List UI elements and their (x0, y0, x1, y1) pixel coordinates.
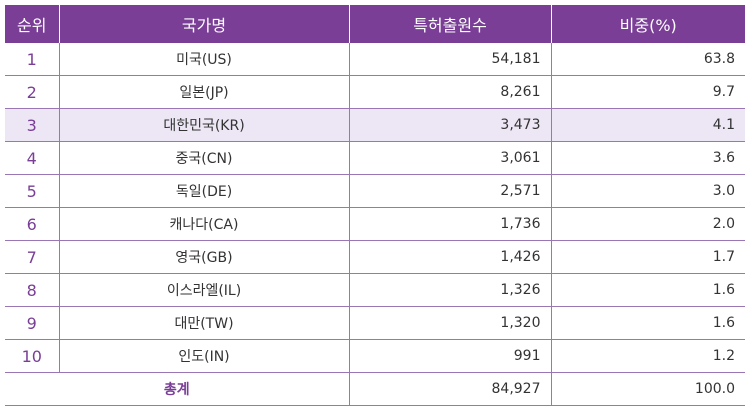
count-cell: 1,326 (348, 273, 551, 307)
rank-cell: 4 (5, 141, 59, 175)
table-row: 5 독일(DE) 2,571 3.0 (5, 174, 745, 208)
ratio-cell: 4.1 (550, 108, 745, 142)
table-row: 8 이스라엘(IL) 1,326 1.6 (5, 273, 745, 307)
rank-cell: 8 (5, 273, 59, 307)
count-cell: 991 (348, 339, 551, 373)
total-label: 총계 (5, 372, 349, 406)
rank-cell: 10 (5, 339, 59, 373)
table-row: 2 일본(JP) 8,261 9.7 (5, 75, 745, 109)
table-header-row: 순위 국가명 특허출원수 비중(%) (5, 5, 745, 43)
count-cell: 3,061 (348, 141, 551, 175)
country-cell: 캐나다(CA) (58, 207, 349, 241)
rank-cell: 5 (5, 174, 59, 208)
header-rank: 순위 (5, 5, 60, 43)
country-cell: 이스라엘(IL) (58, 273, 349, 307)
ratio-cell: 3.6 (550, 141, 745, 175)
ratio-cell: 1.2 (550, 339, 745, 373)
ratio-cell: 9.7 (550, 75, 745, 109)
count-cell: 2,571 (348, 174, 551, 208)
patent-ranking-table: 순위 국가명 특허출원수 비중(%) 1 미국(US) 54,181 63.8 … (5, 5, 745, 406)
ratio-cell: 1.7 (550, 240, 745, 274)
total-ratio: 100.0 (550, 372, 745, 406)
ratio-cell: 2.0 (550, 207, 745, 241)
table-row: 7 영국(GB) 1,426 1.7 (5, 240, 745, 274)
country-cell: 대한민국(KR) (58, 108, 349, 142)
ratio-cell: 1.6 (550, 306, 745, 340)
country-cell: 미국(US) (58, 43, 349, 76)
table-row-highlighted: 3 대한민국(KR) 3,473 4.1 (5, 108, 745, 142)
ratio-cell: 1.6 (550, 273, 745, 307)
header-country: 국가명 (58, 5, 350, 43)
table-row: 10 인도(IN) 991 1.2 (5, 339, 745, 373)
table-row: 1 미국(US) 54,181 63.8 (5, 43, 745, 76)
header-ratio: 비중(%) (550, 5, 745, 43)
table-row: 4 중국(CN) 3,061 3.6 (5, 141, 745, 175)
ratio-cell: 3.0 (550, 174, 745, 208)
count-cell: 8,261 (348, 75, 551, 109)
count-cell: 3,473 (348, 108, 551, 142)
country-cell: 중국(CN) (58, 141, 349, 175)
rank-cell: 7 (5, 240, 59, 274)
count-cell: 54,181 (348, 43, 551, 76)
rank-cell: 9 (5, 306, 59, 340)
count-cell: 1,426 (348, 240, 551, 274)
rank-cell: 2 (5, 75, 59, 109)
count-cell: 1,736 (348, 207, 551, 241)
rank-cell: 1 (5, 43, 59, 76)
ratio-cell: 63.8 (550, 43, 745, 76)
total-count: 84,927 (348, 372, 551, 406)
country-cell: 대만(TW) (58, 306, 349, 340)
table-row: 6 캐나다(CA) 1,736 2.0 (5, 207, 745, 241)
rank-cell: 3 (5, 108, 59, 142)
patent-ranking-table-container: 순위 국가명 특허출원수 비중(%) 1 미국(US) 54,181 63.8 … (5, 5, 745, 406)
country-cell: 일본(JP) (58, 75, 349, 109)
table-total-row: 총계 84,927 100.0 (5, 372, 745, 406)
count-cell: 1,320 (348, 306, 551, 340)
country-cell: 영국(GB) (58, 240, 349, 274)
header-count: 특허출원수 (348, 5, 552, 43)
country-cell: 인도(IN) (58, 339, 349, 373)
rank-cell: 6 (5, 207, 59, 241)
country-cell: 독일(DE) (58, 174, 349, 208)
table-row: 9 대만(TW) 1,320 1.6 (5, 306, 745, 340)
